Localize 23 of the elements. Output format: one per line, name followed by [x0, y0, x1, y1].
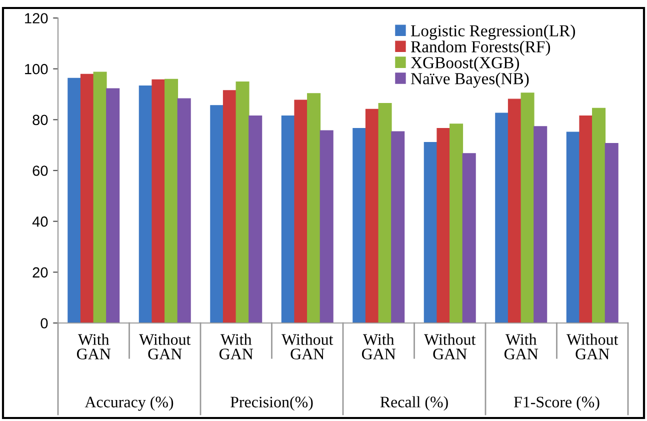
text: F1-Score (%) [514, 396, 600, 411]
x-tick-label: Without GAN [424, 334, 476, 360]
legend-label: Logistic Regression(LR) [410, 24, 575, 40]
x-tick-label: With GAN [219, 334, 254, 360]
y-tick-label: 100 [25, 64, 48, 74]
x-tick-label: Without GAN [566, 334, 618, 360]
y-tick-label: 40 [32, 216, 48, 227]
y-tick-label: 80 [32, 114, 48, 126]
text: Precision(%) [230, 396, 313, 411]
text: Recall (%) [380, 396, 448, 411]
x-tick-label: Without GAN [139, 334, 191, 360]
y-tick-label: 120 [25, 13, 48, 24]
legend-label: Random Forests(RF) [410, 40, 550, 56]
y-tick-label: 60 [32, 166, 48, 176]
y-tick-label: 20 [32, 267, 48, 278]
x-tick-label: Without GAN [282, 334, 334, 360]
legend-label: XGBoost(XGB) [410, 56, 520, 72]
x-tick-label: With GAN [76, 334, 111, 360]
y-tick-label: 0 [40, 318, 48, 328]
legend-label: Naïve Bayes(NB) [410, 72, 529, 88]
x-tick-label: With GAN [362, 334, 396, 360]
text: Accuracy (%) [84, 396, 174, 411]
x-tick-label: With GAN [504, 334, 538, 360]
